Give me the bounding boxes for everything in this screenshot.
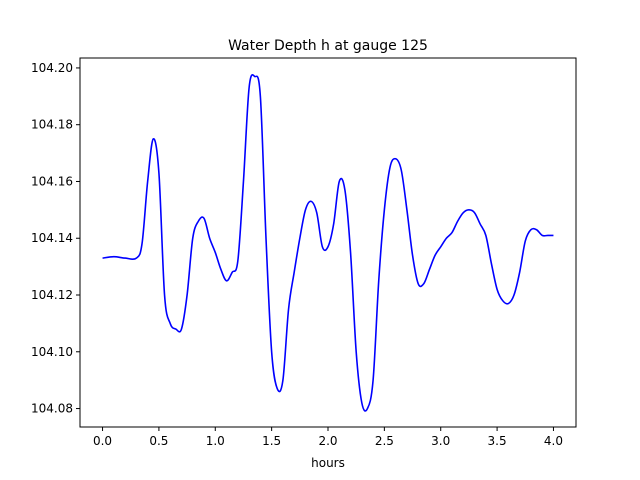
y-tick-label: 104.16 xyxy=(31,174,73,188)
x-tick-label: 4.0 xyxy=(544,434,563,448)
y-tick-label: 104.10 xyxy=(31,345,73,359)
y-tick-label: 104.18 xyxy=(31,118,73,132)
x-tick-label: 2.0 xyxy=(318,434,337,448)
series-line-0 xyxy=(102,74,554,412)
x-tick-label: 1.5 xyxy=(262,434,281,448)
chart-title: Water Depth h at gauge 125 xyxy=(228,38,428,54)
x-axis-label: hours xyxy=(311,456,345,470)
x-tick-label: 0.0 xyxy=(93,434,112,448)
x-tick-label: 3.5 xyxy=(488,434,507,448)
plot-frame xyxy=(79,57,577,428)
y-tick-label: 104.14 xyxy=(31,231,73,245)
y-tick-label: 104.12 xyxy=(31,288,73,302)
x-tick-label: 0.5 xyxy=(149,434,168,448)
x-axis: 0.0 0.5 1.0 1.5 2.0 2.5 3.0 3.5 4.0 xyxy=(93,427,563,448)
y-tick-label: 104.08 xyxy=(31,402,73,416)
x-tick-label: 3.0 xyxy=(431,434,450,448)
series-layer xyxy=(102,74,554,412)
y-tick-label: 104.20 xyxy=(31,61,73,75)
x-tick-label: 1.0 xyxy=(206,434,225,448)
x-tick-label: 2.5 xyxy=(375,434,394,448)
y-axis: 104.08 104.10 104.12 104.14 104.16 104.18 104.… xyxy=(31,61,80,416)
